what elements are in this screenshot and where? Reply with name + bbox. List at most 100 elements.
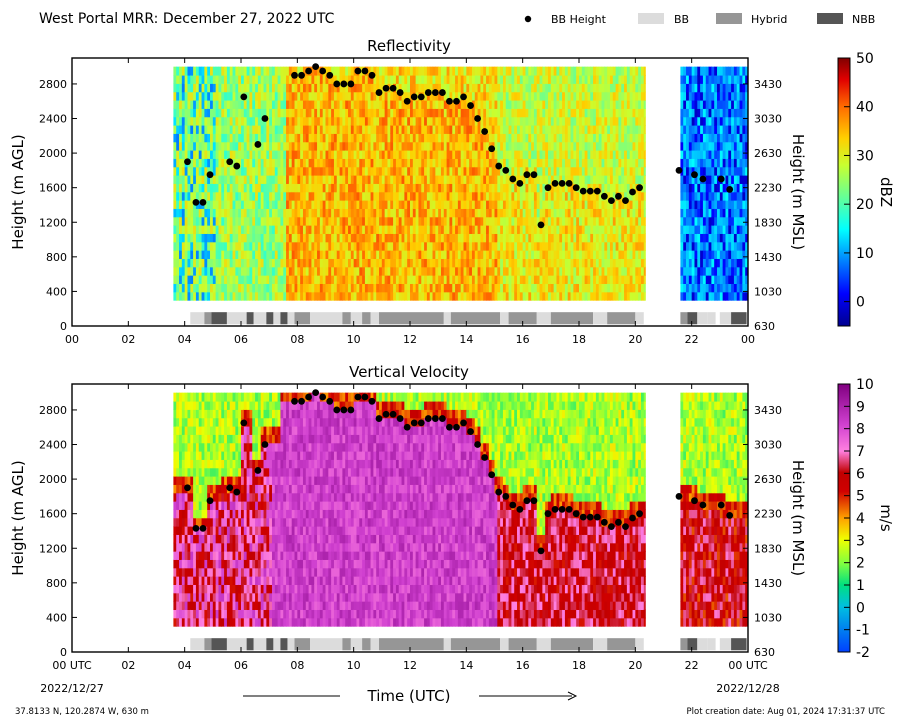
heatmap-cell (302, 83, 307, 93)
heatmap-cell (184, 175, 189, 184)
heatmap-cell (364, 183, 369, 193)
heatmap-cell (215, 108, 220, 118)
heatmap-cell (632, 175, 636, 184)
heatmap-cell (266, 66, 270, 76)
heatmap-cell (176, 266, 180, 276)
heatmap-cell (379, 191, 383, 201)
heatmap-cell (626, 125, 631, 134)
heatmap-cell (562, 133, 566, 143)
heatmap-cell (508, 66, 512, 76)
heatmap-cell (232, 283, 236, 293)
heatmap-cell (615, 233, 620, 243)
heatmap-cell (345, 66, 349, 76)
heatmap-cell (564, 200, 569, 209)
heatmap-cell (587, 166, 591, 176)
heatmap-cell (612, 116, 617, 126)
heatmap-cell (345, 166, 349, 176)
heatmap-cell (477, 233, 482, 243)
heatmap-cell (353, 275, 358, 284)
heatmap-cell (694, 150, 698, 159)
heatmap-cell (257, 241, 262, 251)
heatmap-cell (590, 291, 594, 301)
heatmap-cell (680, 283, 684, 293)
heatmap-cell (176, 141, 180, 151)
heatmap-cell (443, 183, 448, 193)
heatmap-cell (207, 166, 211, 176)
heatmap-cell (395, 258, 400, 268)
heatmap-cell (494, 266, 498, 276)
heatmap-cell (286, 116, 290, 126)
heatmap-cell (201, 175, 205, 184)
heatmap-cell (418, 266, 422, 276)
heatmap-cell (187, 208, 191, 218)
heatmap-cell (181, 266, 186, 276)
heatmap-cell (294, 133, 298, 143)
heatmap-cell (398, 91, 403, 101)
heatmap-cell (452, 191, 456, 201)
heatmap-cell (283, 66, 287, 76)
heatmap-cell (609, 74, 614, 84)
heatmap-cell (283, 241, 287, 251)
heatmap-cell (609, 283, 614, 293)
heatmap-cell (640, 158, 645, 168)
heatmap-cell (353, 200, 358, 209)
heatmap-cell (373, 216, 377, 226)
heatmap-cell (477, 200, 482, 209)
heatmap-cell (443, 233, 448, 243)
heatmap-cell (204, 283, 208, 293)
heatmap-cell (469, 283, 473, 293)
heatmap-cell (229, 91, 234, 101)
heatmap-cell (181, 83, 186, 93)
heatmap-cell (367, 116, 372, 126)
heatmap-cell (280, 291, 284, 301)
heatmap-cell (212, 250, 217, 259)
heatmap-cell (624, 283, 628, 293)
heatmap-cell (457, 141, 462, 151)
heatmap-cell (243, 175, 248, 184)
heatmap-cell (322, 158, 327, 168)
heatmap-cell (562, 250, 566, 259)
heatmap-cell (384, 108, 389, 118)
heatmap-cell (539, 291, 543, 301)
heatmap-cell (345, 250, 349, 259)
heatmap-cell (224, 200, 228, 209)
heatmap-cell (525, 291, 529, 301)
heatmap-cell (486, 258, 490, 268)
heatmap-cell (401, 200, 405, 209)
heatmap-cell (514, 83, 518, 93)
heatmap-cell (370, 216, 374, 226)
heatmap-cell (452, 141, 456, 151)
heatmap-cell (629, 258, 634, 268)
heatmap-cell (269, 266, 273, 276)
heatmap-cell (291, 166, 296, 176)
heatmap-cell (260, 250, 265, 259)
heatmap-cell (702, 191, 707, 201)
heatmap-cell (257, 175, 262, 184)
heatmap-cell (336, 125, 341, 134)
heatmap-cell (579, 83, 583, 93)
heatmap-cell (348, 108, 352, 118)
heatmap-cell (471, 233, 476, 243)
heatmap-cell (235, 191, 239, 201)
heatmap-cell (500, 275, 504, 284)
heatmap-cell (232, 150, 236, 159)
heatmap-cell (570, 66, 574, 76)
heatmap-cell (184, 225, 189, 234)
heatmap-cell (376, 83, 380, 93)
heatmap-cell (632, 216, 636, 226)
heatmap-cell (255, 158, 259, 168)
heatmap-cell (246, 291, 251, 301)
heatmap-cell (683, 191, 687, 201)
heatmap-cell (502, 66, 507, 76)
heatmap-cell (635, 266, 639, 276)
heatmap-cell (502, 158, 507, 168)
heatmap-cell (539, 108, 543, 118)
heatmap-cell (595, 200, 600, 209)
heatmap-cell (249, 141, 253, 151)
heatmap-cell (556, 216, 560, 226)
heatmap-cell (345, 275, 349, 284)
heatmap-cell (531, 283, 535, 293)
heatmap-cell (249, 233, 253, 243)
heatmap-cell (207, 291, 211, 301)
heatmap-cell (497, 191, 501, 201)
